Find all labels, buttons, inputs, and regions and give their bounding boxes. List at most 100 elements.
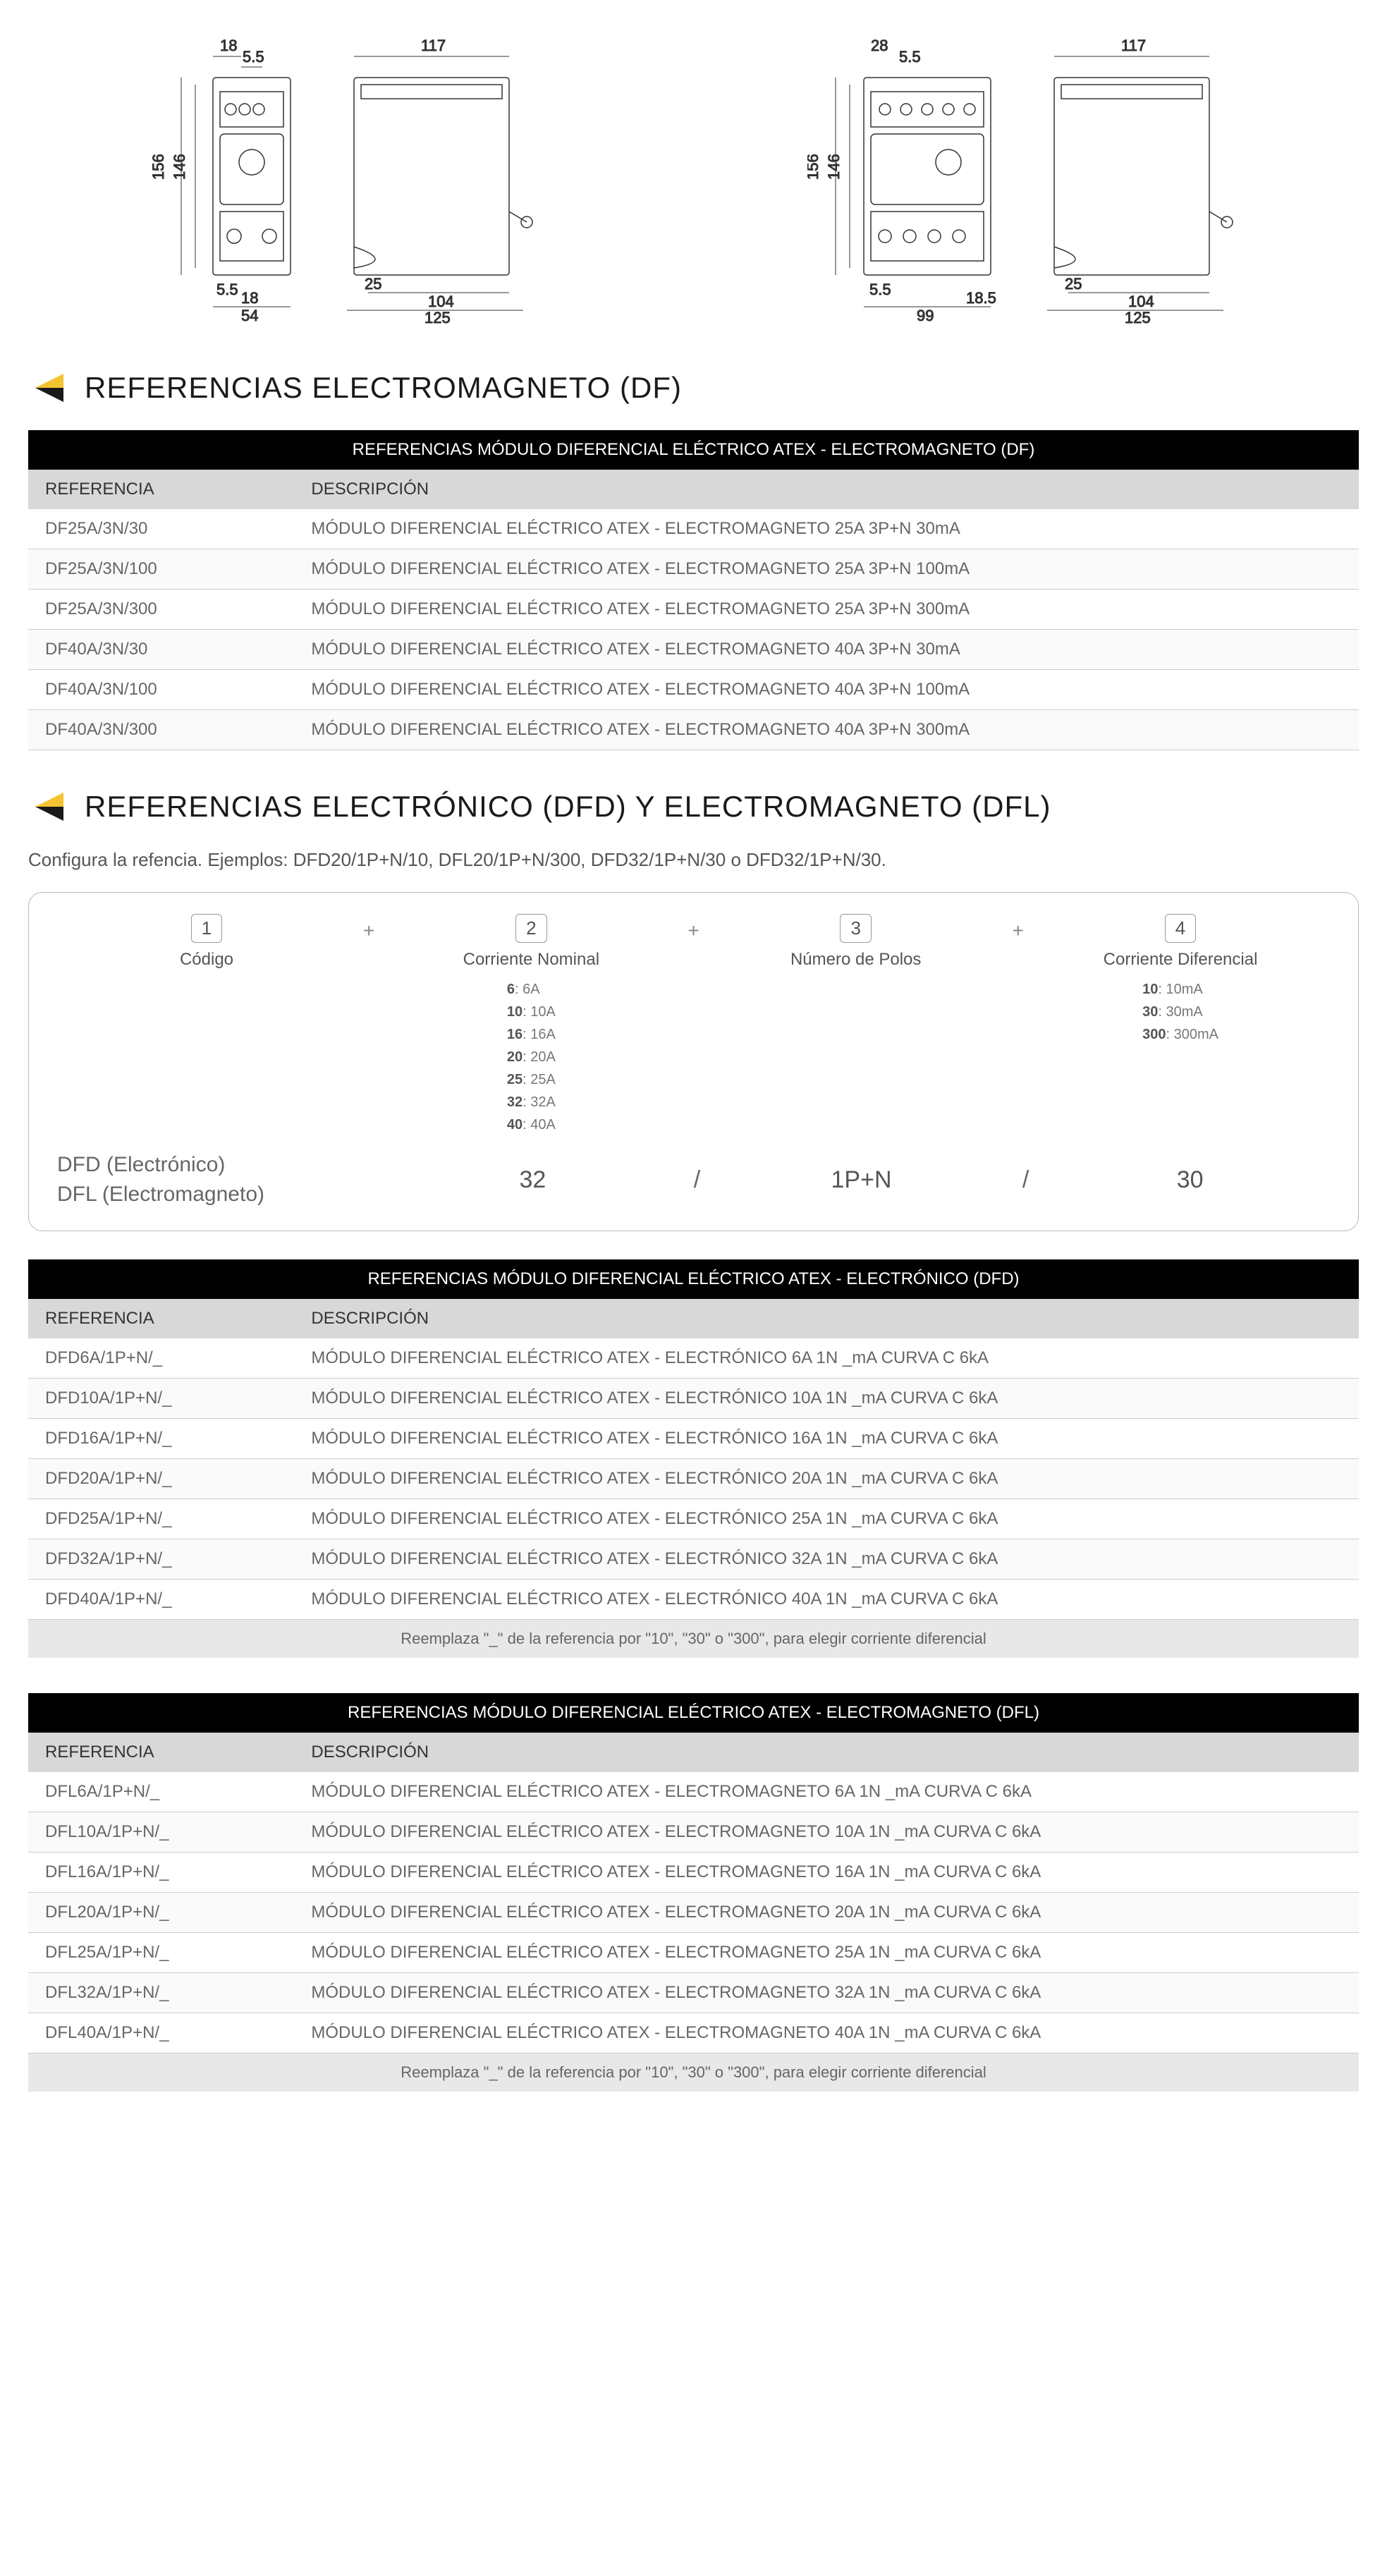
- diagram-right-front: 28 5.5 156 146 99 5.5 18.5: [807, 28, 1005, 324]
- svg-text:5.5: 5.5: [869, 281, 891, 298]
- cell-description: MÓDULO DIFERENCIAL ELÉCTRICO ATEX - ELEC…: [294, 509, 1359, 549]
- cell-description: MÓDULO DIFERENCIAL ELÉCTRICO ATEX - ELEC…: [294, 1379, 1359, 1419]
- cell-reference: DFL20A/1P+N/_: [28, 1893, 294, 1933]
- section-title-dfd-dfl: REFERENCIAS ELECTRÓNICO (DFD) Y ELECTROM…: [85, 790, 1051, 824]
- cell-reference: DF40A/3N/100: [28, 670, 294, 710]
- col-header-desc: DESCRIPCIÓN: [294, 1733, 1359, 1772]
- svg-text:156: 156: [149, 154, 167, 180]
- table-dfd-title: REFERENCIAS MÓDULO DIFERENCIAL ELÉCTRICO…: [28, 1259, 1359, 1299]
- config-box: 1 Código + 2 Corriente Nominal 6: 6A10: …: [28, 892, 1359, 1231]
- cell-description: MÓDULO DIFERENCIAL ELÉCTRICO ATEX - ELEC…: [294, 670, 1359, 710]
- svg-text:146: 146: [825, 154, 843, 180]
- config-option: 300: 300mA: [1142, 1023, 1218, 1046]
- cell-reference: DFD25A/1P+N/_: [28, 1499, 294, 1539]
- cell-description: MÓDULO DIFERENCIAL ELÉCTRICO ATEX - ELEC…: [294, 1893, 1359, 1933]
- cell-reference: DFD16A/1P+N/_: [28, 1419, 294, 1459]
- cell-reference: DFD6A/1P+N/_: [28, 1338, 294, 1379]
- col-header-desc: DESCRIPCIÓN: [294, 470, 1359, 509]
- config-col-1: 1 Código: [57, 914, 356, 978]
- col-header-ref: REFERENCIA: [28, 470, 294, 509]
- cell-reference: DFL6A/1P+N/_: [28, 1772, 294, 1812]
- table-row: DFD6A/1P+N/_MÓDULO DIFERENCIAL ELÉCTRICO…: [28, 1338, 1359, 1379]
- cell-description: MÓDULO DIFERENCIAL ELÉCTRICO ATEX - ELEC…: [294, 1973, 1359, 2013]
- cell-description: MÓDULO DIFERENCIAL ELÉCTRICO ATEX - ELEC…: [294, 630, 1359, 670]
- col-header-desc: DESCRIPCIÓN: [294, 1299, 1359, 1338]
- table-row: DF25A/3N/30MÓDULO DIFERENCIAL ELÉCTRICO …: [28, 509, 1359, 549]
- cell-description: MÓDULO DIFERENCIAL ELÉCTRICO ATEX - ELEC…: [294, 1419, 1359, 1459]
- table-row: DFD32A/1P+N/_MÓDULO DIFERENCIAL ELÉCTRIC…: [28, 1539, 1359, 1580]
- svg-text:5.5: 5.5: [243, 48, 264, 66]
- table-row: DFD25A/1P+N/_MÓDULO DIFERENCIAL ELÉCTRIC…: [28, 1499, 1359, 1539]
- table-row: DFL16A/1P+N/_MÓDULO DIFERENCIAL ELÉCTRIC…: [28, 1852, 1359, 1893]
- diagram-left-front: 18 5.5 156 146 54 5.5 18: [149, 28, 305, 324]
- cell-reference: DFD10A/1P+N/_: [28, 1379, 294, 1419]
- cell-description: MÓDULO DIFERENCIAL ELÉCTRICO ATEX - ELEC…: [294, 2013, 1359, 2053]
- cell-description: MÓDULO DIFERENCIAL ELÉCTRICO ATEX - ELEC…: [294, 710, 1359, 750]
- cell-description: MÓDULO DIFERENCIAL ELÉCTRICO ATEX - ELEC…: [294, 1852, 1359, 1893]
- svg-text:5.5: 5.5: [216, 281, 238, 298]
- config-option: 10: 10A: [507, 1001, 556, 1023]
- cell-reference: DF25A/3N/100: [28, 549, 294, 590]
- table-row: DF40A/3N/30MÓDULO DIFERENCIAL ELÉCTRICO …: [28, 630, 1359, 670]
- config-option: 10: 10mA: [1142, 978, 1218, 1001]
- col-header-ref: REFERENCIA: [28, 1733, 294, 1772]
- table-dfl-note: Reemplaza "_" de la referencia por "10",…: [28, 2053, 1359, 2092]
- triangle-marker-icon: [28, 786, 71, 828]
- cell-reference: DF40A/3N/300: [28, 710, 294, 750]
- table-row: DFD10A/1P+N/_MÓDULO DIFERENCIAL ELÉCTRIC…: [28, 1379, 1359, 1419]
- cell-description: MÓDULO DIFERENCIAL ELÉCTRICO ATEX - ELEC…: [294, 549, 1359, 590]
- cell-reference: DFL32A/1P+N/_: [28, 1973, 294, 2013]
- cell-reference: DF25A/3N/30: [28, 509, 294, 549]
- svg-text:18.5: 18.5: [966, 289, 996, 307]
- svg-text:146: 146: [171, 154, 188, 180]
- config-col-4: 4 Corriente Diferencial 10: 10mA30: 30mA…: [1031, 914, 1330, 1046]
- config-subtitle: Configura la refencia. Ejemplos: DFD20/1…: [28, 849, 1359, 871]
- cell-description: MÓDULO DIFERENCIAL ELÉCTRICO ATEX - ELEC…: [294, 1772, 1359, 1812]
- cell-reference: DFD40A/1P+N/_: [28, 1580, 294, 1620]
- config-option: 20: 20A: [507, 1046, 556, 1068]
- section-header-dfd-dfl: REFERENCIAS ELECTRÓNICO (DFD) Y ELECTROM…: [28, 786, 1359, 828]
- table-row: DF25A/3N/300MÓDULO DIFERENCIAL ELÉCTRICO…: [28, 590, 1359, 630]
- cell-description: MÓDULO DIFERENCIAL ELÉCTRICO ATEX - ELEC…: [294, 1539, 1359, 1580]
- table-row: DFL6A/1P+N/_MÓDULO DIFERENCIAL ELÉCTRICO…: [28, 1772, 1359, 1812]
- table-row: DFL25A/1P+N/_MÓDULO DIFERENCIAL ELÉCTRIC…: [28, 1933, 1359, 1973]
- config-option: 6: 6A: [507, 978, 556, 1001]
- diagram-group-left: 18 5.5 156 146 54 5.5 18: [149, 28, 537, 324]
- svg-text:117: 117: [1121, 37, 1146, 54]
- svg-text:28: 28: [871, 37, 888, 54]
- table-row: DFL10A/1P+N/_MÓDULO DIFERENCIAL ELÉCTRIC…: [28, 1812, 1359, 1852]
- svg-text:18: 18: [241, 289, 258, 307]
- svg-text:125: 125: [424, 309, 451, 324]
- config-col-3: 3 Número de Polos: [707, 914, 1006, 978]
- table-row: DF40A/3N/300MÓDULO DIFERENCIAL ELÉCTRICO…: [28, 710, 1359, 750]
- cell-description: MÓDULO DIFERENCIAL ELÉCTRICO ATEX - ELEC…: [294, 1812, 1359, 1852]
- svg-text:117: 117: [421, 37, 446, 54]
- table-dfl: REFERENCIAS MÓDULO DIFERENCIAL ELÉCTRICO…: [28, 1693, 1359, 2092]
- col-header-ref: REFERENCIA: [28, 1299, 294, 1338]
- table-row: DFD40A/1P+N/_MÓDULO DIFERENCIAL ELÉCTRIC…: [28, 1580, 1359, 1620]
- config-col-2: 2 Corriente Nominal 6: 6A10: 10A16: 16A2…: [381, 914, 680, 1136]
- technical-diagrams-row: 18 5.5 156 146 54 5.5 18: [28, 28, 1359, 324]
- cell-description: MÓDULO DIFERENCIAL ELÉCTRICO ATEX - ELEC…: [294, 1459, 1359, 1499]
- diagram-right-side: 117 104 125 25: [1026, 28, 1238, 324]
- svg-text:25: 25: [365, 275, 381, 293]
- svg-text:104: 104: [428, 293, 454, 310]
- cell-description: MÓDULO DIFERENCIAL ELÉCTRICO ATEX - ELEC…: [294, 1933, 1359, 1973]
- cell-description: MÓDULO DIFERENCIAL ELÉCTRICO ATEX - ELEC…: [294, 1580, 1359, 1620]
- cell-reference: DFL40A/1P+N/_: [28, 2013, 294, 2053]
- cell-reference: DF25A/3N/300: [28, 590, 294, 630]
- config-code-legend: DFD (Electrónico) DFL (Electromagneto): [57, 1150, 393, 1209]
- svg-text:125: 125: [1125, 309, 1151, 324]
- cell-description: MÓDULO DIFERENCIAL ELÉCTRICO ATEX - ELEC…: [294, 590, 1359, 630]
- table-row: DFL40A/1P+N/_MÓDULO DIFERENCIAL ELÉCTRIC…: [28, 2013, 1359, 2053]
- cell-reference: DFL16A/1P+N/_: [28, 1852, 294, 1893]
- table-row: DFD16A/1P+N/_MÓDULO DIFERENCIAL ELÉCTRIC…: [28, 1419, 1359, 1459]
- table-dfd-note: Reemplaza "_" de la referencia por "10",…: [28, 1620, 1359, 1659]
- table-df: REFERENCIAS MÓDULO DIFERENCIAL ELÉCTRICO…: [28, 430, 1359, 750]
- config-option: 25: 25A: [507, 1068, 556, 1091]
- section-header-df: REFERENCIAS ELECTROMAGNETO (DF): [28, 367, 1359, 409]
- table-dfd: REFERENCIAS MÓDULO DIFERENCIAL ELÉCTRICO…: [28, 1259, 1359, 1658]
- svg-text:25: 25: [1065, 275, 1082, 293]
- svg-text:104: 104: [1128, 293, 1154, 310]
- cell-description: MÓDULO DIFERENCIAL ELÉCTRICO ATEX - ELEC…: [294, 1499, 1359, 1539]
